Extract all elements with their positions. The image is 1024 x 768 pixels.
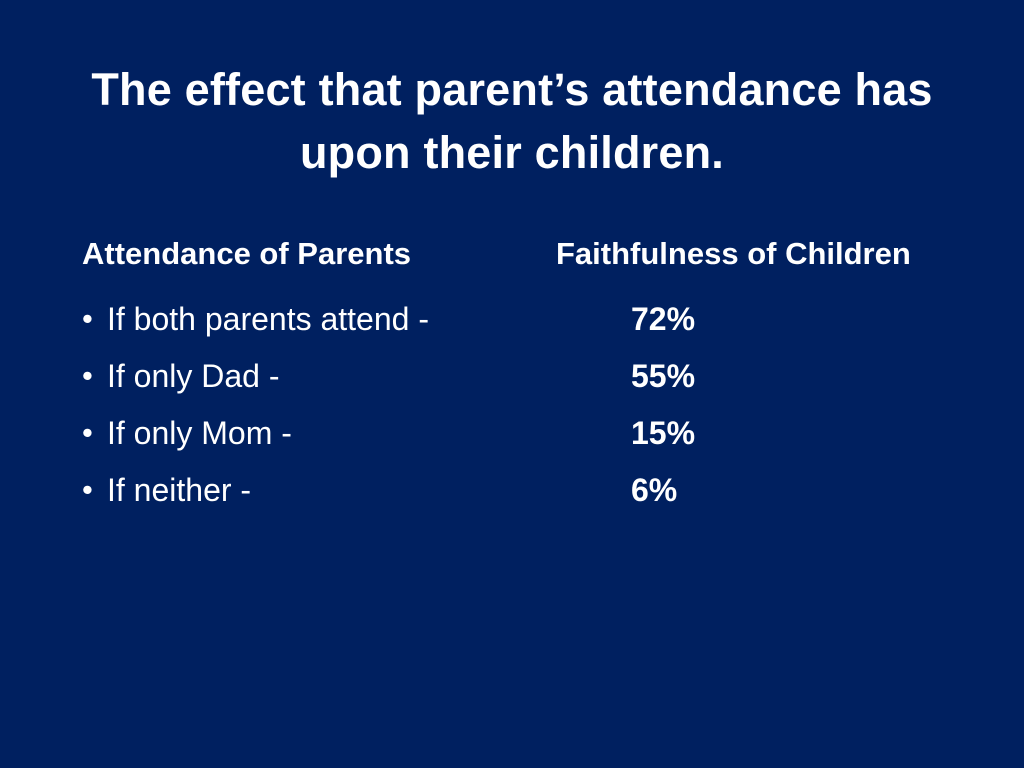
list-item: • If neither - 6% bbox=[82, 469, 942, 526]
attendance-label: If both parents attend - bbox=[107, 301, 429, 337]
faithfulness-value: 6% bbox=[631, 472, 678, 508]
list-item: • If only Mom - 15% bbox=[82, 412, 942, 469]
attendance-label: If neither - bbox=[107, 472, 252, 508]
faithfulness-value: 15% bbox=[631, 415, 696, 451]
column-header-attendance: Attendance of Parents bbox=[82, 236, 412, 271]
bullet-icon: • bbox=[82, 415, 93, 450]
attendance-label: If only Dad - bbox=[107, 358, 280, 394]
bullet-icon: • bbox=[82, 472, 93, 507]
bullet-icon: • bbox=[82, 358, 93, 393]
attendance-list: • If both parents attend - 72% • If only… bbox=[82, 298, 942, 526]
faithfulness-value: 55% bbox=[631, 358, 696, 394]
list-item: • If only Dad - 55% bbox=[82, 355, 942, 412]
column-header-faithfulness: Faithfulness of Children bbox=[556, 236, 911, 271]
list-item: • If both parents attend - 72% bbox=[82, 298, 942, 355]
slide-title: The effect that parent’s attendance has … bbox=[91, 64, 933, 178]
attendance-label: If only Mom - bbox=[107, 415, 292, 451]
faithfulness-value: 72% bbox=[631, 301, 696, 337]
bullet-icon: • bbox=[82, 301, 93, 336]
